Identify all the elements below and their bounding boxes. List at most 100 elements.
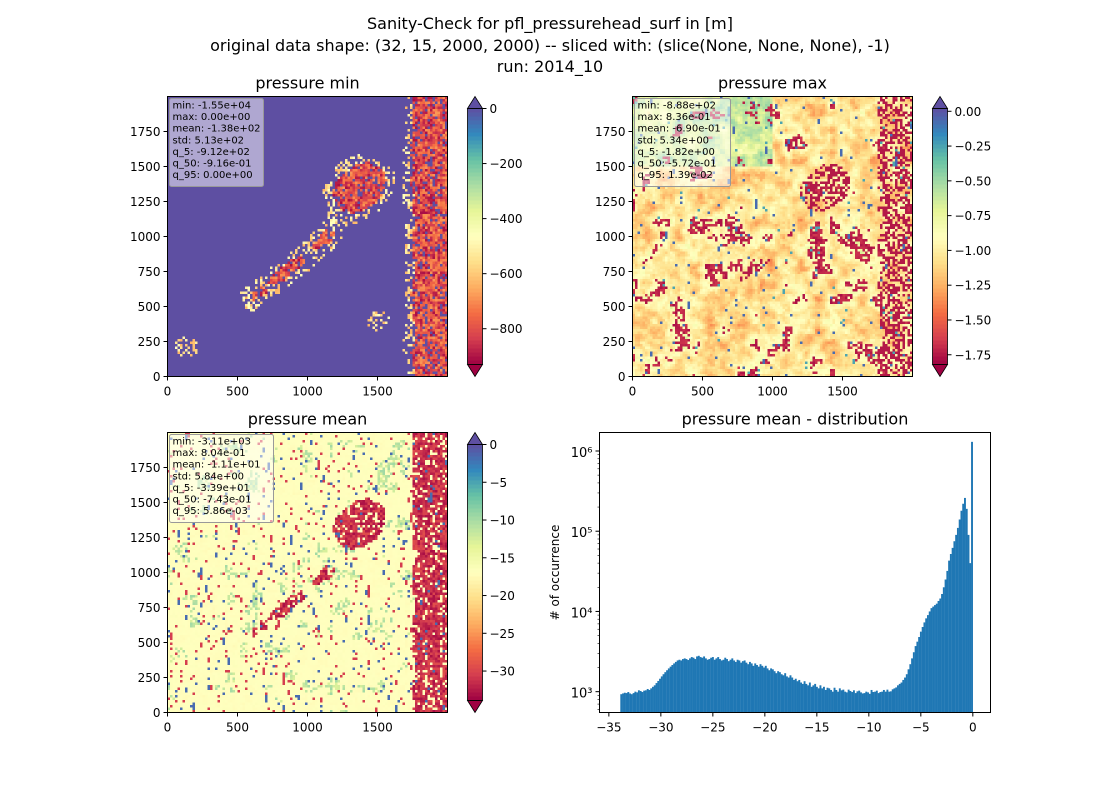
heatmap-cell [202,199,206,202]
heatmap-cell [255,191,258,195]
heatmap-cell [280,204,283,207]
heatmap-cell [270,206,273,210]
heatmap-cell [302,179,306,182]
heatmap-cell [375,196,378,200]
heatmap-cell [340,201,343,205]
heatmap-cell [342,184,346,187]
heatmap-cell [352,134,356,137]
heatmap-cell [302,114,306,117]
heatmap-cell [405,126,408,130]
heatmap-cell [222,189,226,192]
heatmap-cell [432,129,436,132]
heatmap-cell [432,121,436,125]
heatmap-cell [375,119,378,122]
heatmap-cell [355,114,358,117]
heatmap-cell [395,109,398,112]
heatmap-cell [442,181,446,185]
heatmap-cell [395,179,398,182]
heatmap-cell [340,109,343,112]
heatmap-cell [430,146,433,150]
heatmap-cell [400,104,403,107]
heatmap-cell [335,191,338,195]
heatmap-cell [397,156,401,160]
heatmap-cell [405,201,408,205]
heatmap-cell [412,189,416,192]
heatmap-cell [417,131,421,135]
heatmap-cell [417,119,421,122]
heatmap-cell [355,189,358,192]
heatmap-cell [417,179,421,182]
heatmap-cell [287,159,291,162]
heatmap-cell [377,169,381,172]
heatmap-cell [332,136,336,140]
heatmap-cell [277,181,281,185]
heatmap-cell [342,186,346,190]
heatmap-cell [345,141,348,145]
heatmap-cell [417,191,421,195]
heatmap-cell [387,119,391,122]
heatmap-cell [325,194,328,197]
heatmap-cell [292,176,296,180]
heatmap-cell [377,139,381,142]
heatmap-cell [440,199,443,202]
heatmap-cell [435,129,438,132]
heatmap-cell [410,156,413,160]
heatmap-cell [390,179,393,182]
heatmap-cell [347,99,351,102]
heatmap-cell [335,186,338,190]
heatmap-cell [317,111,321,115]
heatmap-cell [375,199,378,202]
heatmap-cell [317,194,321,197]
heatmap-cell [327,164,331,167]
heatmap-cell [297,111,301,115]
heatmap-cell [440,119,443,122]
heatmap-cell [350,181,353,185]
heatmap-cell [347,144,351,147]
heatmap-cell [357,201,361,205]
heatmap-cell [345,124,348,127]
heatmap-cell [445,129,448,132]
heatmap-cell [265,179,268,182]
heatmap-cell [227,201,231,205]
heatmap-cell [407,121,411,125]
heatmap-cell [385,196,388,200]
heatmap-cell [315,196,318,200]
heatmap-cell [355,116,358,120]
heatmap-cell [332,131,336,135]
heatmap-cell [387,189,391,192]
heatmap-cell [302,146,306,150]
heatmap-cell [322,159,326,162]
heatmap-cell [390,96,393,100]
heatmap-cell [410,184,413,187]
heatmap-cell [432,184,436,187]
heatmap-cell [387,186,391,190]
heatmap-cell [365,181,368,185]
heatmap-cell [380,159,383,162]
heatmap-cell [405,114,408,117]
heatmap-cell [377,186,381,190]
heatmap-cell [402,99,406,102]
heatmap-cell [310,161,313,165]
heatmap-cell [397,119,401,122]
heatmap-cell [290,154,293,157]
heatmap-cell [305,101,308,105]
heatmap-cell [307,154,311,157]
heatmap-cell [400,161,403,165]
heatmap-cell [285,199,288,202]
heatmap-cell [430,169,433,172]
heatmap-cell [377,199,381,202]
heatmap-cell [435,204,438,207]
heatmap-cell [415,154,418,157]
heatmap-cell [412,114,416,117]
heatmap-cell [312,96,316,100]
heatmap-cell [410,196,413,200]
heatmap-cell [282,196,286,200]
heatmap-cell [320,109,323,112]
heatmap-cell [380,176,383,180]
heatmap-cell [297,204,301,207]
heatmap-cell [402,169,406,172]
heatmap-cell [287,161,291,165]
heatmap-cell [400,166,403,170]
heatmap-cell [420,181,423,185]
heatmap-cell [267,161,271,165]
